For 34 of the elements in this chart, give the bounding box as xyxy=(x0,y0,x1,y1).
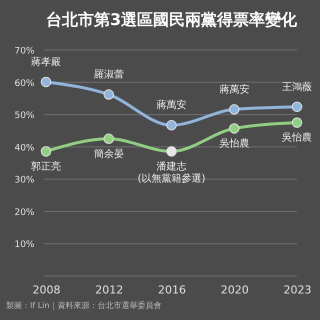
point xyxy=(229,123,240,134)
x-tick-label: 2012 xyxy=(95,284,124,296)
point xyxy=(104,134,114,144)
annotation: 蔣萬安 xyxy=(219,83,250,96)
annotation: 簡余晏 xyxy=(94,148,124,160)
annotation: 吳怡農 xyxy=(282,132,312,144)
x-tick-label: 2016 xyxy=(158,284,186,296)
x-tick-label: 2023 xyxy=(284,284,312,296)
y-tick-label: 20% xyxy=(14,208,35,218)
y-tick-label: 50% xyxy=(14,111,35,122)
point xyxy=(104,89,114,100)
point xyxy=(292,102,302,112)
point xyxy=(292,117,302,128)
annotation: 蔣孝嚴 xyxy=(31,56,61,68)
y-tick-label: 70% xyxy=(14,46,35,56)
point xyxy=(166,120,177,130)
x-tick-label: 2020 xyxy=(220,284,249,296)
annotation: 吳怡農 xyxy=(219,137,250,150)
point xyxy=(229,104,240,115)
annotation: 潘建志 (以無黨籍參選) xyxy=(138,160,206,184)
annotation: 王鴻薇 xyxy=(282,80,312,93)
y-tick-label: 40% xyxy=(14,143,35,154)
x-tick-label: 2008 xyxy=(32,284,60,296)
y-tick-label: 30% xyxy=(14,176,35,186)
annotation: 羅淑蕾 xyxy=(94,68,124,81)
chart-title: 台北市第3選區國民兩黨得票率變化 xyxy=(46,10,298,29)
point xyxy=(166,146,177,157)
point xyxy=(40,76,52,88)
point xyxy=(40,146,52,157)
y-tick-label: 10% xyxy=(14,240,35,250)
y-tick-label: 60% xyxy=(14,78,35,89)
annotation: 郭正亮 xyxy=(31,160,61,172)
annotation: 蔣萬安 xyxy=(156,99,186,112)
text: 製圖：If Lin｜資料來源：台北市選舉委員會 xyxy=(6,301,162,310)
